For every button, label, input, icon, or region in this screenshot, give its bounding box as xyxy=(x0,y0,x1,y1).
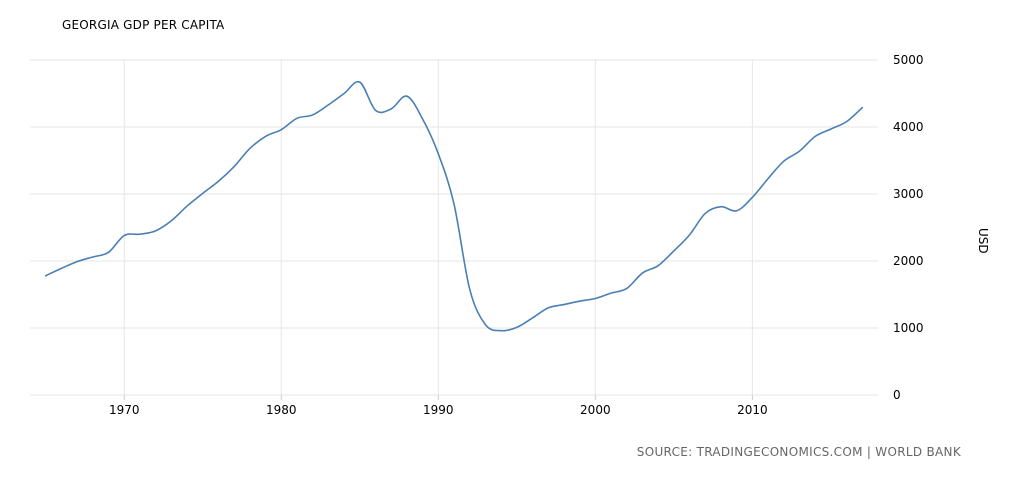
y-tick-label: 4000 xyxy=(893,120,924,134)
source-text: SOURCE: TRADINGECONOMICS.COM | WORLD BAN… xyxy=(637,445,962,459)
y-axis-label: USD xyxy=(976,228,990,254)
x-tick-label: 1970 xyxy=(109,403,140,417)
y-tick-label: 2000 xyxy=(893,254,924,268)
y-tick-label: 5000 xyxy=(893,53,924,67)
x-tick-label: 2010 xyxy=(737,403,768,417)
y-tick-label: 1000 xyxy=(893,321,924,335)
y-axis: 0 1000 2000 3000 4000 5000 xyxy=(893,53,924,402)
grid xyxy=(30,59,878,396)
x-axis: 1970 1980 1990 2000 2010 xyxy=(109,395,768,417)
y-tick-label: 3000 xyxy=(893,187,924,201)
chart-title: GEORGIA GDP PER CAPITA xyxy=(62,18,225,32)
y-tick-label: 0 xyxy=(893,388,901,402)
x-tick-label: 2000 xyxy=(580,403,611,417)
x-tick-label: 1980 xyxy=(266,403,297,417)
x-tick-label: 1990 xyxy=(423,403,454,417)
gdp-per-capita-line xyxy=(44,80,864,332)
